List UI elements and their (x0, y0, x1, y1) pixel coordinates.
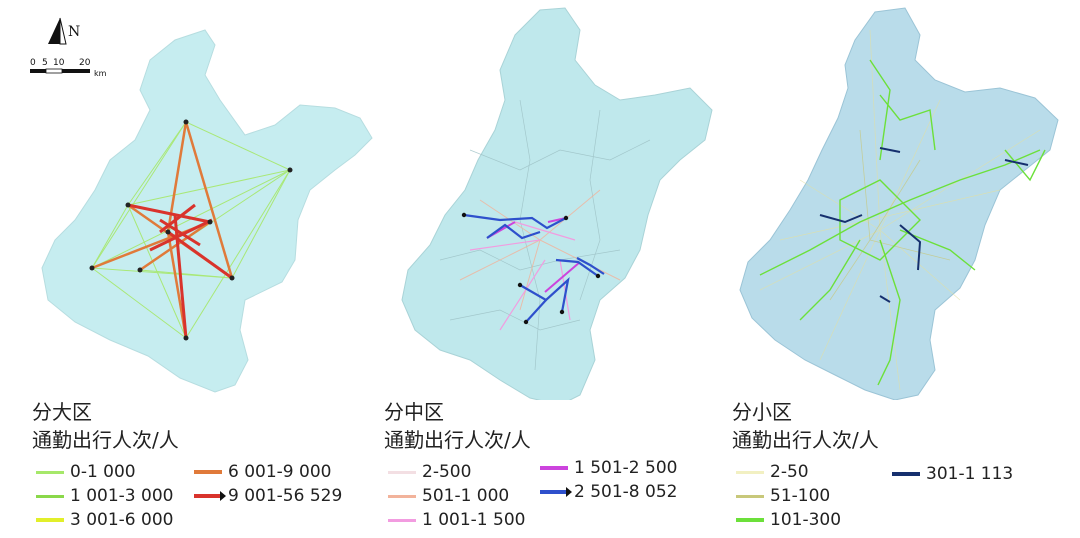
legend-item: 1 001-3 000 (36, 486, 173, 506)
legend-swatch (388, 494, 416, 498)
legend-item: 9 001-56 529 (194, 486, 342, 506)
scale-tick-5: 5 (42, 58, 48, 68)
legend-item: 51-100 (736, 486, 830, 506)
legend-large-district: 分大区 通勤出行人次/人 0-1 000 1 001-3 000 3 001-6… (32, 398, 392, 536)
legend-label: 501-1 000 (422, 486, 510, 506)
legend-item: 2-500 (388, 462, 471, 482)
legend-swatch (36, 470, 64, 474)
legend-item: 0-1 000 (36, 462, 136, 482)
legend-item: 1 501-2 500 (540, 458, 677, 478)
scale-unit: km (94, 69, 107, 76)
legend-label: 6 001-9 000 (228, 462, 332, 482)
legend-label: 3 001-6 000 (70, 510, 174, 530)
legend-swatch (736, 494, 764, 498)
legend-label: 1 501-2 500 (574, 458, 678, 478)
region-outline-2 (401, 7, 713, 400)
legend-item: 101-300 (736, 510, 841, 530)
scale-tick-0: 0 (30, 58, 36, 68)
legend-swatch (36, 494, 64, 498)
legend-label: 2-50 (770, 462, 809, 482)
legend-title: 分大区 (32, 400, 92, 424)
map-medium-district (401, 7, 713, 400)
north-arrow-icon (48, 17, 67, 45)
legend-label: 9 001-56 529 (228, 486, 343, 506)
legend-item: 3 001-6 000 (36, 510, 173, 530)
legend-item: 2 501-8 052 (540, 482, 677, 502)
legend-swatch (540, 487, 572, 497)
legend-swatch (736, 470, 764, 474)
scale-bar (30, 68, 90, 74)
legend-label: 1 001-3 000 (70, 486, 174, 506)
legend-item: 501-1 000 (388, 486, 509, 506)
legend-subtitle: 通勤出行人次/人 (384, 428, 531, 452)
scale-tick-10: 10 (53, 58, 65, 68)
legend-label: 0-1 000 (70, 462, 136, 482)
north-label: N (68, 24, 80, 40)
legend-label: 301-1 113 (926, 464, 1014, 484)
legend-swatch (736, 518, 764, 522)
legend-item: 301-1 113 (892, 464, 1013, 484)
legend-item: 6 001-9 000 (194, 462, 331, 482)
compass-scale: N 0 5 10 20 km (30, 17, 107, 76)
legend-swatch (540, 466, 568, 470)
legend-label: 101-300 (770, 510, 842, 530)
legend-label: 51-100 (770, 486, 831, 506)
legend-swatch (892, 472, 920, 476)
legend-title: 分小区 (732, 400, 792, 424)
legend-label: 2 501-8 052 (574, 482, 678, 502)
legend-title: 分中区 (384, 400, 444, 424)
legend-medium-district: 分中区 通勤出行人次/人 2-500 501-1 000 1 001-1 500… (384, 398, 724, 536)
legend-swatch (194, 470, 222, 474)
legend-subtitle: 通勤出行人次/人 (732, 428, 879, 452)
legend-item: 1 001-1 500 (388, 510, 525, 530)
legend-small-district: 分小区 通勤出行人次/人 2-50 51-100 101-300 301-1 1… (732, 398, 1072, 536)
legend-swatch (388, 518, 416, 522)
legend-subtitle: 通勤出行人次/人 (32, 428, 179, 452)
legend-label: 1 001-1 500 (422, 510, 526, 530)
legend-swatch (36, 518, 64, 522)
map-panels (41, 7, 1059, 400)
legend-item: 2-50 (736, 462, 809, 482)
legend-label: 2-500 (422, 462, 472, 482)
legend-swatch (388, 470, 416, 474)
region-outline-3 (739, 7, 1059, 400)
scale-tick-20: 20 (79, 58, 91, 68)
map-large-district (41, 29, 373, 393)
legend-swatch (194, 491, 226, 501)
map-small-district (739, 7, 1059, 400)
